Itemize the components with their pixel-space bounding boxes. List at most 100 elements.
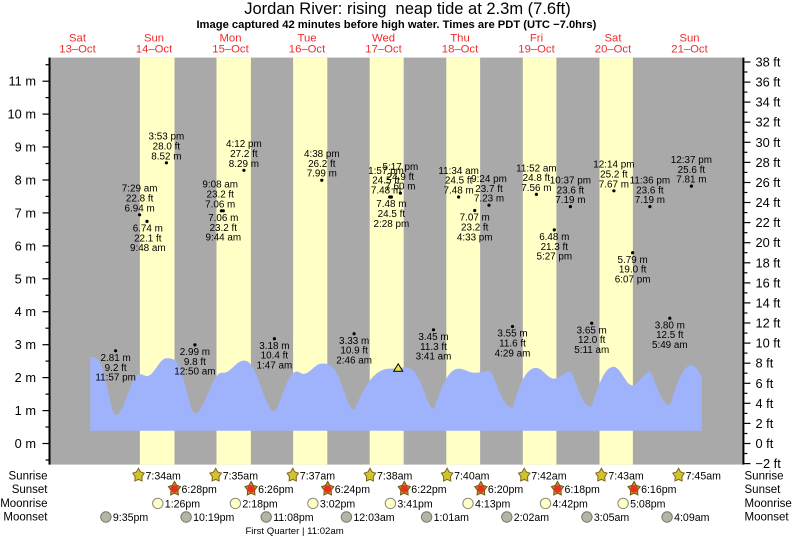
svg-text:20 ft: 20 ft (756, 235, 781, 250)
svg-text:Jordan River: rising neap tid: Jordan River: rising neap tide at 2.3m (… (244, 0, 571, 18)
svg-text:12:37 pm: 12:37 pm (671, 155, 712, 166)
svg-text:3.65 m: 3.65 m (577, 325, 607, 336)
svg-text:12 ft: 12 ft (756, 316, 781, 331)
svg-text:4:42pm: 4:42pm (553, 498, 589, 510)
svg-text:Tue: Tue (297, 33, 316, 45)
svg-text:10 m: 10 m (8, 107, 36, 122)
svg-text:7:35am: 7:35am (223, 470, 259, 482)
svg-text:12.5 ft: 12.5 ft (656, 330, 684, 341)
svg-text:6 m: 6 m (15, 238, 36, 253)
svg-text:Sun: Sun (144, 33, 164, 45)
svg-text:7:40am: 7:40am (454, 470, 490, 482)
svg-text:4:12 pm: 4:12 pm (226, 139, 262, 150)
svg-text:18 ft: 18 ft (756, 255, 781, 270)
svg-text:6:20pm: 6:20pm (488, 484, 524, 496)
svg-text:7.19 m: 7.19 m (635, 195, 665, 206)
svg-text:20–Oct: 20–Oct (595, 44, 632, 56)
svg-text:2.81 m: 2.81 m (100, 353, 130, 364)
svg-text:Wed: Wed (372, 33, 395, 45)
svg-text:22 ft: 22 ft (756, 215, 781, 230)
svg-text:1 m: 1 m (15, 403, 36, 418)
svg-text:8 ft: 8 ft (756, 356, 774, 371)
svg-text:8.52 m: 8.52 m (151, 151, 181, 162)
svg-text:4:09am: 4:09am (674, 512, 710, 524)
svg-text:10.9 ft: 10.9 ft (340, 346, 368, 357)
svg-text:2.99 m: 2.99 m (180, 347, 210, 358)
svg-text:3.45 m: 3.45 m (418, 332, 448, 343)
svg-text:11 m: 11 m (9, 74, 37, 89)
svg-text:7 m: 7 m (15, 205, 36, 220)
svg-text:7:37am: 7:37am (300, 470, 336, 482)
svg-text:11:57 pm: 11:57 pm (95, 373, 135, 384)
svg-text:2:28 pm: 2:28 pm (374, 219, 410, 230)
svg-text:38 ft: 38 ft (756, 55, 781, 70)
svg-text:22.1 ft: 22.1 ft (134, 233, 162, 244)
svg-text:36 ft: 36 ft (756, 75, 781, 90)
svg-text:5:08pm: 5:08pm (630, 498, 666, 510)
svg-text:16–Oct: 16–Oct (289, 44, 326, 56)
svg-text:2 ft: 2 ft (756, 416, 774, 431)
svg-text:9:24 pm: 9:24 pm (471, 174, 507, 185)
svg-text:12:03am: 12:03am (353, 512, 394, 524)
svg-text:7:29 am: 7:29 am (122, 184, 158, 195)
svg-text:3.33 m: 3.33 m (339, 336, 369, 347)
svg-text:23.6 ft: 23.6 ft (636, 185, 664, 196)
svg-text:6:16pm: 6:16pm (641, 484, 677, 496)
svg-text:10.4 ft: 10.4 ft (261, 351, 289, 362)
svg-text:7.56 m: 7.56 m (521, 183, 551, 194)
svg-text:7:43am: 7:43am (608, 470, 644, 482)
svg-text:3 m: 3 m (15, 337, 36, 352)
svg-text:4:13pm: 4:13pm (475, 498, 511, 510)
svg-text:21–Oct: 21–Oct (671, 44, 708, 56)
svg-text:3:05am: 3:05am (594, 512, 630, 524)
svg-text:7:34am: 7:34am (146, 470, 182, 482)
svg-text:23.6 ft: 23.6 ft (557, 185, 585, 196)
svg-text:First Quarter | 11:02am: First Quarter | 11:02am (245, 526, 343, 537)
svg-text:6.48 m: 6.48 m (539, 232, 569, 243)
svg-text:6:26pm: 6:26pm (258, 484, 294, 496)
svg-text:7.67 m: 7.67 m (599, 179, 629, 190)
svg-text:Moonset: Moonset (3, 512, 48, 524)
svg-text:9.2 ft: 9.2 ft (105, 363, 127, 374)
svg-text:4:29 am: 4:29 am (495, 348, 531, 359)
svg-text:2:46 am: 2:46 am (336, 356, 372, 367)
svg-text:11:34 am: 11:34 am (438, 166, 478, 177)
svg-text:10:19pm: 10:19pm (193, 512, 234, 524)
svg-text:23.2 ft: 23.2 ft (206, 190, 234, 201)
svg-text:25.2 ft: 25.2 ft (600, 170, 628, 181)
svg-text:23.2 ft: 23.2 ft (461, 223, 489, 234)
svg-text:4:33 pm: 4:33 pm (457, 232, 493, 243)
svg-text:3.80 m: 3.80 m (655, 320, 685, 331)
svg-text:34 ft: 34 ft (756, 95, 781, 110)
svg-text:7.07 m: 7.07 m (460, 213, 490, 224)
svg-text:32 ft: 32 ft (756, 115, 781, 130)
svg-text:0 ft: 0 ft (756, 436, 774, 451)
svg-text:11:52 am: 11:52 am (516, 163, 556, 174)
svg-text:0 m: 0 m (15, 436, 36, 451)
svg-text:15–Oct: 15–Oct (212, 44, 249, 56)
svg-text:24.8 ft: 24.8 ft (523, 173, 551, 184)
svg-text:1:26pm: 1:26pm (165, 498, 201, 510)
svg-text:7.60 m: 7.60 m (385, 182, 415, 193)
svg-text:11.6 ft: 11.6 ft (499, 339, 526, 350)
svg-text:26 ft: 26 ft (756, 175, 781, 190)
svg-text:Sunset: Sunset (745, 484, 782, 496)
svg-text:9 m: 9 m (15, 140, 36, 155)
svg-text:6 ft: 6 ft (756, 376, 774, 391)
svg-text:Mon: Mon (220, 33, 242, 45)
svg-text:14 ft: 14 ft (756, 295, 781, 310)
svg-text:18–Oct: 18–Oct (442, 44, 479, 56)
svg-text:12:14 pm: 12:14 pm (593, 160, 634, 171)
svg-text:4:38 pm: 4:38 pm (304, 149, 340, 160)
svg-text:5:17 pm: 5:17 pm (383, 162, 419, 173)
svg-text:10:37 pm: 10:37 pm (550, 176, 591, 187)
svg-text:Sunset: Sunset (12, 484, 49, 496)
svg-text:Moonrise: Moonrise (0, 498, 47, 510)
svg-text:25.6 ft: 25.6 ft (678, 165, 706, 176)
svg-text:14–Oct: 14–Oct (136, 44, 173, 56)
svg-text:Sun: Sun (679, 33, 699, 45)
svg-text:9.8 ft: 9.8 ft (184, 357, 206, 368)
svg-text:Sat: Sat (69, 33, 87, 45)
svg-text:6.94 m: 6.94 m (124, 203, 154, 214)
svg-text:13–Oct: 13–Oct (59, 44, 96, 56)
